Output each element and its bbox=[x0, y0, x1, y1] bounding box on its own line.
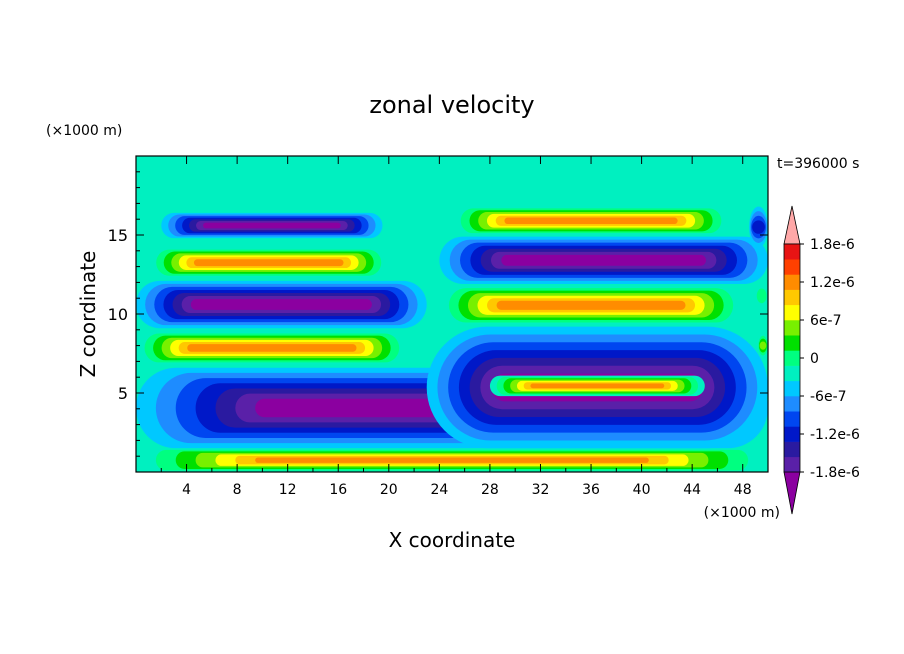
y-tick-label: 10 bbox=[108, 305, 128, 324]
contour-band bbox=[187, 344, 357, 352]
colorbar-bottom-arrow bbox=[783, 471, 801, 515]
colorbar-band bbox=[784, 365, 800, 382]
jet-13 bbox=[755, 282, 768, 310]
colorbar-band bbox=[784, 335, 800, 351]
colorbar-band bbox=[784, 411, 800, 427]
colorbar-band bbox=[784, 304, 800, 321]
contour-band bbox=[496, 300, 686, 310]
x-tick-label: 20 bbox=[380, 482, 398, 498]
x-tick-label: 32 bbox=[532, 482, 550, 498]
colorbar-label: 1.8e-6 bbox=[810, 237, 855, 253]
jet-9 bbox=[439, 285, 743, 326]
x-tick-label: 36 bbox=[582, 482, 600, 498]
colorbar-label: 1.2e-6 bbox=[810, 275, 855, 291]
contour-band bbox=[501, 254, 707, 266]
jet-3 bbox=[136, 280, 427, 329]
jet-7 bbox=[452, 206, 731, 235]
contour-band bbox=[756, 288, 767, 304]
colorbar-label: -6e-7 bbox=[810, 389, 847, 405]
colorbar-band bbox=[784, 274, 800, 290]
contour-band bbox=[136, 156, 768, 191]
colorbar-band bbox=[784, 456, 800, 473]
chart-title: zonal velocity bbox=[369, 91, 534, 119]
jet-14 bbox=[757, 332, 768, 359]
contour-band bbox=[752, 220, 765, 234]
contour-band bbox=[759, 341, 767, 350]
jet-1 bbox=[161, 212, 383, 239]
jet-12 bbox=[749, 206, 768, 248]
x-tick-label: 4 bbox=[182, 482, 191, 498]
y-tick-label: 5 bbox=[118, 384, 128, 403]
contour-band bbox=[193, 259, 344, 267]
surface-layer-0 bbox=[136, 156, 768, 191]
jet-8 bbox=[439, 236, 768, 284]
contour-band bbox=[504, 217, 678, 225]
colorbar-band bbox=[784, 396, 800, 412]
y-axis-ticks: 5 10 15 bbox=[108, 171, 768, 457]
jet-2 bbox=[148, 247, 389, 278]
x-tick-label: 40 bbox=[633, 482, 651, 498]
colorbar-label: 0 bbox=[810, 351, 819, 367]
x-tick-label: 28 bbox=[481, 482, 499, 498]
contour-band bbox=[190, 299, 372, 310]
colorbar-band bbox=[784, 441, 800, 458]
colorbar-band bbox=[784, 380, 800, 397]
colorbar: 1.8e-6 1.2e-6 6e-7 0 -6e-7 -1.2e-6 -1.8e-6 bbox=[783, 205, 860, 515]
colorbar-band bbox=[784, 289, 800, 306]
jet-6 bbox=[136, 448, 768, 472]
colorbar-label: -1.8e-6 bbox=[810, 465, 860, 481]
jet-11 bbox=[489, 375, 705, 397]
x-axis-ticks: 4 8 12 16 20 24 28 32 36 40 44 48 bbox=[160, 156, 752, 498]
y-axis-label: Z coordinate bbox=[76, 251, 100, 378]
colorbar-label: 6e-7 bbox=[810, 313, 841, 329]
colorbar-band bbox=[784, 350, 800, 366]
x-tick-label: 44 bbox=[683, 482, 701, 498]
contour-band bbox=[255, 457, 649, 463]
x-unit-label: (×1000 m) bbox=[704, 505, 780, 521]
contour-plot-area bbox=[136, 156, 768, 472]
colorbar-band bbox=[784, 259, 800, 275]
x-tick-label: 16 bbox=[329, 482, 347, 498]
time-label: t=396000 s bbox=[777, 156, 859, 172]
z-unit-label: (×1000 m) bbox=[46, 123, 122, 139]
contour-band bbox=[202, 222, 341, 229]
x-axis-label: X coordinate bbox=[389, 528, 516, 552]
x-tick-label: 24 bbox=[430, 482, 448, 498]
jet-4 bbox=[136, 331, 408, 365]
colorbar-label: -1.2e-6 bbox=[810, 427, 860, 443]
colorbar-band bbox=[784, 244, 800, 260]
colorbar-band bbox=[784, 426, 800, 442]
colorbar-top-arrow bbox=[783, 205, 801, 245]
colorbar-band bbox=[784, 320, 800, 336]
x-tick-label: 12 bbox=[279, 482, 297, 498]
x-tick-label: 8 bbox=[233, 482, 242, 498]
x-tick-label: 48 bbox=[734, 482, 752, 498]
y-tick-label: 15 bbox=[108, 226, 128, 245]
contour-band bbox=[530, 383, 665, 389]
